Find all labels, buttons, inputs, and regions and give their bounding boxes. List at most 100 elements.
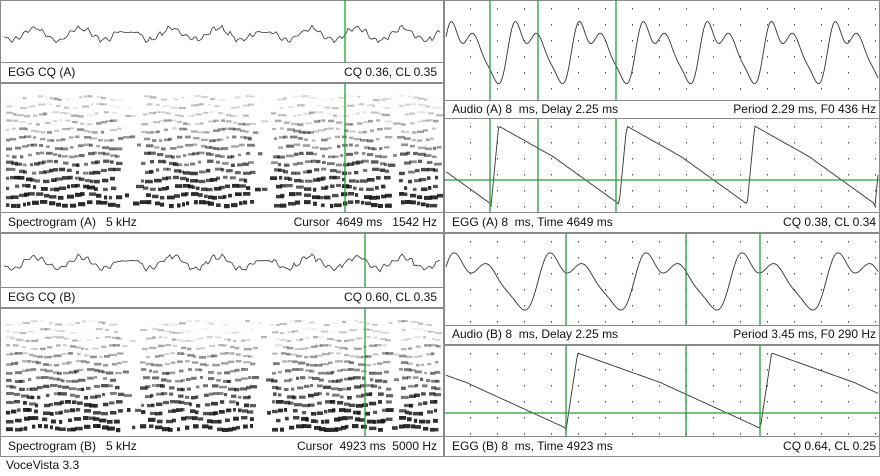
spectrogram-cell bbox=[272, 127, 277, 131]
spectrogram-cell bbox=[363, 111, 367, 114]
spectrogram-cell bbox=[6, 119, 13, 122]
spectrogram-cell bbox=[99, 418, 107, 423]
spectrogram-cell bbox=[378, 400, 383, 404]
spectrogram-cell bbox=[321, 167, 327, 171]
spectrogram-cell bbox=[49, 195, 57, 199]
spectrogram-cell bbox=[373, 330, 381, 333]
spectrogram-cell bbox=[155, 425, 163, 430]
spectrogram-cell bbox=[185, 425, 190, 430]
spectrogram-cell bbox=[80, 122, 85, 125]
spectrogram-cell bbox=[373, 363, 377, 366]
spectrogram-cell bbox=[407, 362, 413, 365]
spectrogram-cell bbox=[151, 363, 158, 367]
spectrogram-cell bbox=[382, 352, 388, 355]
spectrogram-cell bbox=[233, 408, 237, 412]
spectrogram-cell bbox=[97, 424, 101, 428]
grid-dot bbox=[605, 321, 606, 323]
grid-dot bbox=[767, 8, 768, 10]
spectrogram-cell bbox=[187, 347, 192, 351]
spectrogram-cell bbox=[297, 104, 305, 107]
grid-dot bbox=[497, 241, 498, 243]
spectrogram-cell bbox=[248, 376, 252, 379]
spectrogram-cell bbox=[421, 363, 425, 367]
spectrogram-cell bbox=[317, 104, 321, 107]
spectrogram-cell bbox=[86, 361, 90, 364]
grid-dot bbox=[794, 206, 795, 208]
spectrogram-cell bbox=[381, 331, 389, 334]
spectrogram-cell bbox=[218, 344, 224, 347]
spectrogram-cell bbox=[235, 368, 240, 372]
spectrogram-cell bbox=[236, 360, 242, 363]
grid-dot bbox=[605, 369, 606, 371]
spectrogram-cell bbox=[341, 368, 349, 372]
spectrogram-cell bbox=[191, 130, 198, 133]
spectrogram-cell bbox=[185, 143, 193, 147]
grid-dot bbox=[713, 273, 714, 275]
spectrogram-cell bbox=[103, 364, 109, 367]
spectrogram-cell bbox=[206, 168, 211, 173]
grid-dot bbox=[740, 24, 741, 26]
spectrogram-cell bbox=[45, 96, 52, 98]
spectrogram-cell bbox=[31, 339, 38, 343]
spectrogram-cell bbox=[84, 403, 92, 407]
grid-dot bbox=[659, 40, 660, 42]
spectrogram-cell bbox=[330, 400, 336, 404]
spectrogram-cell bbox=[303, 131, 311, 134]
grid-dot bbox=[605, 241, 606, 243]
grid-dot bbox=[875, 241, 876, 243]
grid-dot bbox=[740, 174, 741, 176]
waveform bbox=[3, 253, 441, 273]
spectrogram-cell bbox=[70, 393, 75, 397]
grid-dot bbox=[875, 257, 876, 259]
spectrogram-cell bbox=[27, 408, 33, 412]
panel-readout: CQ 0.36, CL 0.35 bbox=[344, 65, 437, 79]
spectrogram-cell bbox=[116, 119, 120, 122]
spectrogram-cell bbox=[388, 163, 396, 167]
spectrogram-cell bbox=[292, 360, 298, 364]
panel-label: EGG (A) 8 ms, Time 4649 ms bbox=[452, 215, 613, 229]
spectrogram-cell bbox=[332, 107, 339, 110]
spectrogram-cell bbox=[426, 379, 431, 382]
spectrogram-cell bbox=[307, 131, 315, 134]
grid-dot bbox=[767, 142, 768, 144]
grid-dot bbox=[659, 142, 660, 144]
spectrogram-cell bbox=[293, 409, 298, 413]
spectrogram-cell bbox=[55, 177, 63, 181]
spectrogram-cell bbox=[380, 155, 388, 159]
grid-dot bbox=[767, 206, 768, 208]
spectrogram-cell bbox=[79, 154, 85, 158]
spectrogram-cell bbox=[140, 200, 148, 205]
spectrogram-cell bbox=[250, 95, 254, 98]
spectrogram-cell bbox=[81, 360, 87, 363]
spectrogram-cell bbox=[204, 321, 212, 324]
grid-dot bbox=[551, 257, 552, 259]
spectrogram-cell bbox=[311, 345, 317, 349]
spectrogram-cell bbox=[426, 138, 430, 142]
spectrogram-cell bbox=[272, 400, 276, 404]
spectrogram-cell bbox=[69, 370, 77, 374]
spectrogram-cell bbox=[240, 387, 248, 391]
spectrogram-cell bbox=[54, 159, 58, 164]
spectrogram-cell bbox=[418, 402, 423, 406]
spectrogram-cell bbox=[92, 347, 100, 350]
spectrogram-cell bbox=[109, 195, 113, 200]
spectrogram-cell bbox=[344, 402, 350, 406]
spectrogram-cell bbox=[56, 139, 62, 142]
spectrogram-cell bbox=[84, 162, 89, 166]
grid-dot bbox=[875, 353, 876, 355]
spectrogram-cell bbox=[23, 321, 31, 325]
spectrogram-cell bbox=[110, 411, 117, 415]
spectrogram-cell bbox=[288, 177, 293, 181]
spectrogram-cell bbox=[315, 363, 323, 367]
spectrogram-cell bbox=[284, 115, 290, 117]
spectrogram-cell bbox=[249, 122, 256, 125]
spectrogram-cell bbox=[283, 346, 289, 349]
spectrogram-cell bbox=[84, 95, 88, 98]
grid-dot bbox=[848, 158, 849, 160]
grid-dot bbox=[821, 433, 822, 435]
spectrogram-cell bbox=[430, 371, 436, 375]
spectrogram-cell bbox=[331, 370, 335, 374]
grid-dot bbox=[524, 353, 525, 355]
spectrogram-cell bbox=[40, 328, 48, 331]
spectrogram-cell bbox=[328, 361, 333, 364]
